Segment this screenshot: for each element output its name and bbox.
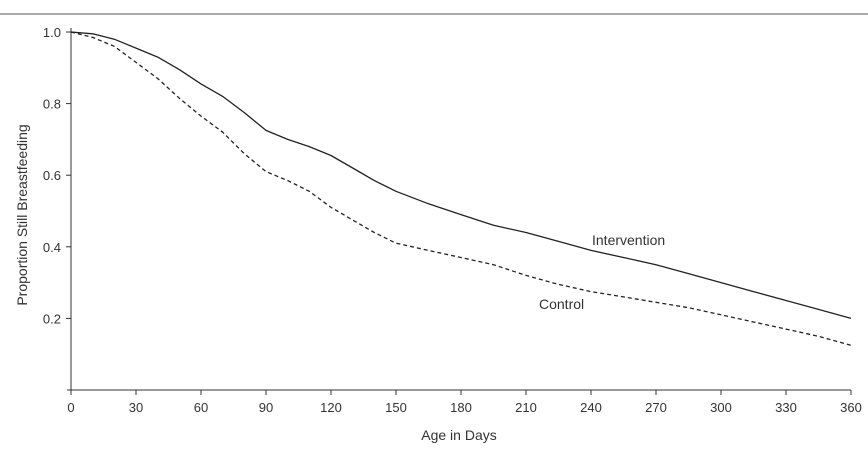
series-label-intervention: Intervention bbox=[592, 232, 665, 248]
y-tick-label: 0.6 bbox=[43, 168, 61, 183]
y-tick-label: 0.2 bbox=[43, 311, 61, 326]
y-tick-label: 0.8 bbox=[43, 97, 61, 112]
x-tick-label: 120 bbox=[320, 400, 342, 415]
y-tick-label: 0.4 bbox=[43, 240, 61, 255]
x-tick-label: 0 bbox=[67, 400, 74, 415]
axes: 0 30 60 90 120 150 180 210 240 270 300 330 360 0.2 0.4… bbox=[43, 25, 862, 415]
series-label-control: Control bbox=[539, 296, 584, 312]
x-tick-label: 150 bbox=[385, 400, 407, 415]
x-tick-label: 60 bbox=[194, 400, 208, 415]
x-tick-label: 30 bbox=[129, 400, 143, 415]
x-tick-label: 210 bbox=[515, 400, 537, 415]
x-tick-label: 360 bbox=[840, 400, 862, 415]
y-axis-title: Proportion Still Breastfeeding bbox=[14, 124, 30, 305]
series-line-control bbox=[70, 31, 852, 346]
x-tick-label: 180 bbox=[450, 400, 472, 415]
x-tick-label: 90 bbox=[259, 400, 273, 415]
series-layer bbox=[70, 31, 852, 346]
series-line-intervention bbox=[70, 31, 852, 320]
x-tick-label: 270 bbox=[645, 400, 667, 415]
x-tick-label: 300 bbox=[710, 400, 732, 415]
x-tick-label: 240 bbox=[580, 400, 602, 415]
y-tick-label: 1.0 bbox=[43, 25, 61, 40]
x-axis-title: Age in Days bbox=[421, 427, 496, 443]
x-tick-label: 330 bbox=[775, 400, 797, 415]
